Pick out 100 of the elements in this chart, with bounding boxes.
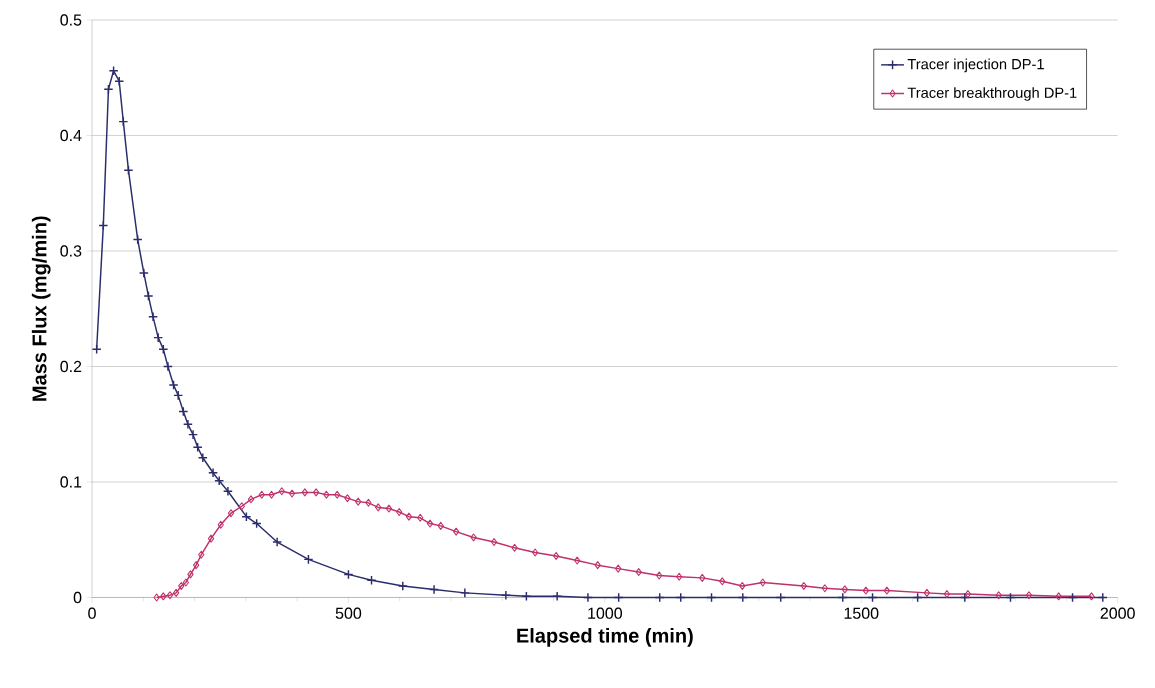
point <box>288 489 296 498</box>
point <box>452 527 460 536</box>
point <box>247 495 255 504</box>
point <box>188 429 199 440</box>
point <box>162 361 173 372</box>
point <box>334 490 341 499</box>
point <box>615 564 622 573</box>
point <box>426 519 434 528</box>
point <box>552 591 563 602</box>
y-tick-label: 0.4 <box>60 129 82 142</box>
x-tick-label: 500 <box>335 607 362 619</box>
point <box>138 267 149 278</box>
point <box>182 419 193 430</box>
point <box>365 498 372 507</box>
point <box>114 76 125 87</box>
point <box>821 584 828 593</box>
y-tick-label: 0.1 <box>60 476 82 488</box>
point <box>635 567 642 576</box>
point <box>312 488 320 497</box>
point <box>437 521 444 530</box>
y-axis-title: Mass Flux (mg/min) <box>31 216 51 401</box>
point <box>800 581 807 590</box>
x-axis-title: Elapsed time (min) <box>517 627 693 647</box>
point <box>574 556 581 565</box>
point <box>187 570 194 579</box>
point <box>123 165 134 176</box>
point <box>500 590 511 601</box>
point <box>148 311 159 322</box>
point <box>511 543 518 552</box>
y-tick-label: 0 <box>73 591 82 604</box>
point <box>193 561 200 570</box>
point <box>883 586 891 595</box>
point <box>396 507 403 516</box>
point <box>108 65 119 76</box>
point <box>676 572 683 581</box>
point <box>719 577 726 586</box>
point <box>405 512 413 521</box>
point <box>258 490 265 499</box>
legend-label: Tracer injection DP-1 <box>907 58 1044 73</box>
point <box>582 592 593 603</box>
point <box>166 591 174 600</box>
point <box>227 509 235 518</box>
point <box>160 592 167 601</box>
point <box>552 551 560 560</box>
point <box>278 487 285 496</box>
point <box>995 591 1002 600</box>
point <box>323 490 330 499</box>
y-tick-label: 0.5 <box>60 14 82 26</box>
point <box>699 573 706 582</box>
point <box>417 513 424 522</box>
point <box>739 581 746 590</box>
point <box>375 503 382 512</box>
point <box>837 592 848 603</box>
point <box>490 537 498 546</box>
point <box>91 344 102 355</box>
point <box>208 467 219 478</box>
y-tick-label: 0.3 <box>60 245 82 257</box>
point <box>355 497 362 506</box>
point <box>268 490 275 499</box>
point <box>862 586 870 595</box>
point <box>272 536 283 547</box>
point <box>214 475 225 486</box>
point <box>197 452 208 463</box>
point <box>943 589 951 598</box>
x-tick-label: 0 <box>88 607 96 619</box>
point <box>1097 592 1108 603</box>
point <box>1025 591 1033 600</box>
point <box>656 571 663 580</box>
point <box>397 580 408 591</box>
point <box>238 502 245 511</box>
legend-label: Tracer breakthrough DP-1 <box>907 87 1077 101</box>
point <box>168 379 179 390</box>
point <box>301 488 308 497</box>
point <box>153 332 164 343</box>
point <box>531 548 539 557</box>
point <box>222 486 233 497</box>
point <box>217 520 224 529</box>
point <box>172 588 180 597</box>
x-tick-label: 1000 <box>588 607 623 619</box>
point <box>182 578 190 587</box>
point <box>759 578 766 587</box>
point <box>178 581 185 590</box>
x-tick-label: 1500 <box>844 607 879 619</box>
point <box>366 575 377 586</box>
point <box>594 561 601 570</box>
point <box>470 533 477 542</box>
point <box>459 587 470 598</box>
point <box>429 584 440 595</box>
point <box>964 589 972 598</box>
point <box>385 504 393 513</box>
point <box>841 585 848 594</box>
point <box>143 290 154 301</box>
point <box>198 550 205 559</box>
point <box>1088 592 1095 601</box>
point <box>737 592 748 603</box>
point <box>344 494 351 503</box>
point <box>153 593 160 602</box>
y-tick-label: 0.2 <box>60 360 82 373</box>
point <box>207 534 215 543</box>
point <box>1055 592 1062 601</box>
